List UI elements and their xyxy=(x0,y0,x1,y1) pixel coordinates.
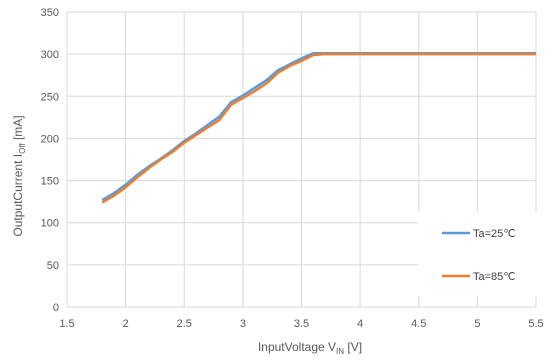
x-tick-label: 2.5 xyxy=(177,318,192,330)
x-tick-label: 4.5 xyxy=(411,318,426,330)
series-lines xyxy=(101,52,536,204)
legend-label-85c: Ta=85℃ xyxy=(473,271,516,283)
legend-label-25c: Ta=25℃ xyxy=(473,228,516,240)
y-tick-labels: 0 50 100 150 200 250 300 350 xyxy=(41,7,59,314)
y-tick-label: 50 xyxy=(47,260,59,272)
y-axis-title: OutputCurrent IOff [mA] xyxy=(11,115,27,236)
y-tick-label: 250 xyxy=(41,91,59,103)
x-tick-labels: 1.5 2 2.5 3 3.5 4 4.5 5 5.5 xyxy=(59,318,543,330)
gridlines xyxy=(66,11,537,308)
legend-box xyxy=(418,212,550,296)
x-tick-label: 5 xyxy=(474,318,480,330)
x-tick-label: 3 xyxy=(240,318,246,330)
x-tick-label: 1.5 xyxy=(59,318,74,330)
x-axis-title: InputVoltage VIN [V] xyxy=(258,340,362,356)
y-tick-label: 100 xyxy=(41,218,59,230)
y-tick-label: 0 xyxy=(53,302,59,314)
x-tick-label: 2 xyxy=(123,318,129,330)
legend: Ta=25℃ Ta=85℃ xyxy=(418,212,550,296)
series-line-0 xyxy=(101,52,536,202)
y-tick-label: 350 xyxy=(41,7,59,19)
x-tick-label: 3.5 xyxy=(294,318,309,330)
series-line-1 xyxy=(101,52,536,204)
y-tick-label: 150 xyxy=(41,176,59,188)
x-tick-label: 4 xyxy=(357,318,363,330)
y-tick-label: 300 xyxy=(41,49,59,61)
y-tick-label: 200 xyxy=(41,133,59,145)
x-tick-label: 5.5 xyxy=(528,318,543,330)
